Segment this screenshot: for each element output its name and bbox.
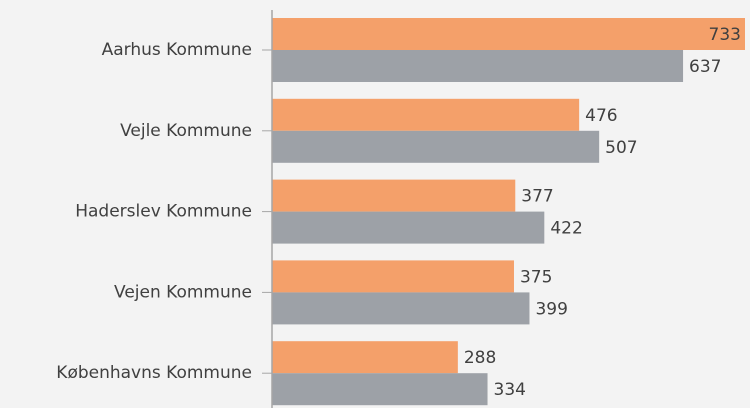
bar: [272, 98, 580, 131]
value-label: 422: [550, 219, 582, 239]
bar: [272, 50, 684, 82]
category-label: Vejle Kommune: [120, 121, 252, 141]
category-label: Haderslev Kommune: [75, 202, 252, 222]
value-label: 399: [535, 299, 567, 319]
bar: [272, 179, 516, 212]
bar: [272, 341, 458, 374]
value-label: 288: [464, 348, 496, 368]
category-label: Aarhus Kommune: [102, 40, 252, 60]
value-label: 476: [585, 106, 617, 126]
value-label: 733: [709, 25, 741, 45]
value-label: 375: [520, 267, 552, 287]
bar: [272, 130, 600, 163]
bar: [272, 292, 530, 325]
value-label: 334: [494, 380, 526, 400]
bar: [272, 260, 514, 293]
bar: [272, 211, 545, 244]
bar: [272, 373, 488, 406]
value-label: 377: [521, 187, 553, 207]
category-label: Vejen Kommune: [114, 282, 252, 302]
value-label: 637: [689, 57, 721, 77]
bar: [272, 18, 745, 50]
category-label: Københavns Kommune: [56, 363, 252, 383]
value-label: 507: [605, 138, 637, 158]
